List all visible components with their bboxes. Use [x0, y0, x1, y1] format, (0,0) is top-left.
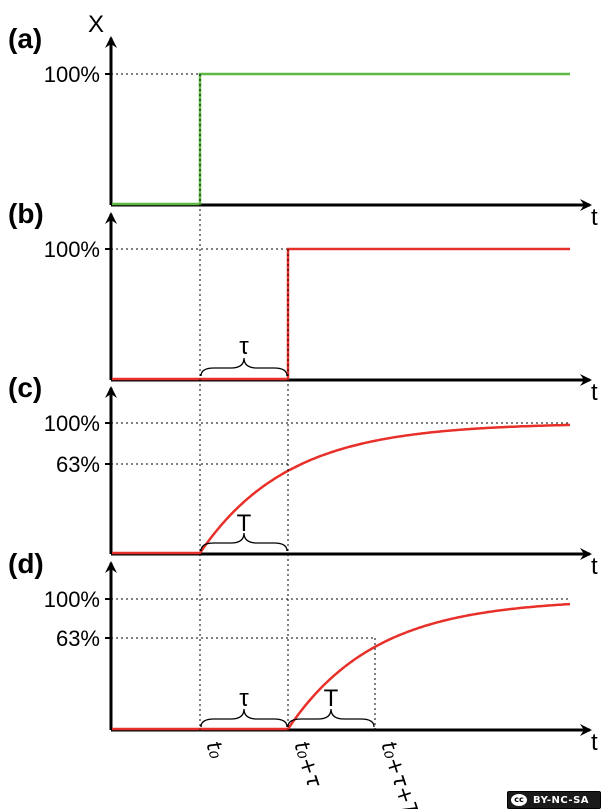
- panel-label-c: (c): [8, 372, 42, 403]
- tick-label-100-b: 100%: [44, 237, 100, 262]
- tick-label-100-c: 100%: [44, 411, 100, 436]
- panel-label-b: (b): [8, 198, 44, 229]
- x-tick-t0-tau: t₀+τ: [289, 738, 326, 790]
- panel-d: (d) t 100% 63% τ T: [8, 548, 598, 756]
- first-order-delay-curve: [112, 602, 571, 731]
- brace-tau-b: [200, 357, 288, 377]
- tick-label-100-d: 100%: [44, 587, 100, 612]
- panel-c: (c) t 100% 63% T: [8, 372, 598, 580]
- brace-label-tau-b: τ: [239, 333, 249, 360]
- brace-label-T-c: T: [237, 510, 252, 537]
- x-axis-name-d: t: [591, 729, 598, 756]
- vertical-guides: [199, 74, 376, 730]
- y-axis-name: X: [88, 11, 104, 38]
- x-tick-labels: t₀ t₀+τ t₀+τ+T: [201, 738, 423, 809]
- tick-label-63-c: 63%: [56, 452, 100, 477]
- x-axis-name-a: t: [591, 204, 598, 231]
- tick-label-63-d: 63%: [56, 626, 100, 651]
- step-input-curve: [112, 72, 570, 206]
- brace-T-c: [200, 532, 288, 552]
- x-tick-t0: t₀: [201, 738, 229, 762]
- panel-label-d: (d): [8, 548, 44, 579]
- brace-tau-d: [200, 708, 288, 728]
- x-axis-name-c: t: [591, 553, 598, 580]
- brace-label-T-d: T: [324, 685, 339, 712]
- brace-T-d: [287, 708, 375, 728]
- x-axis-name-b: t: [591, 379, 598, 406]
- panel-label-a: (a): [8, 23, 42, 54]
- panel-a: (a) X t 100%: [8, 11, 598, 231]
- panel-b: (b) t 100% τ: [8, 198, 598, 406]
- tick-label-100-a: 100%: [44, 62, 100, 87]
- first-order-curve: [112, 423, 571, 555]
- brace-label-tau-d: τ: [239, 685, 249, 712]
- delayed-step-curve: [112, 247, 570, 381]
- x-tick-t0-tau-T: t₀+τ+T: [376, 738, 423, 809]
- license-badge[interactable]: cc BY-NC-SA: [507, 791, 601, 809]
- cc-icon: cc: [511, 794, 527, 806]
- license-badge-text: BY-NC-SA: [533, 794, 590, 806]
